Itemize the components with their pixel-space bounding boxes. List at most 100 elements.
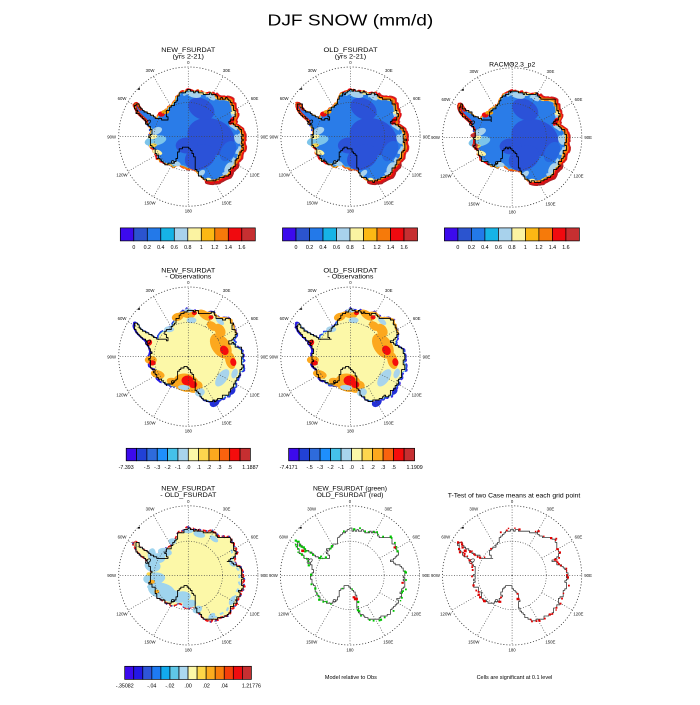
svg-text:0.4: 0.4 <box>157 245 164 251</box>
svg-text:.3: .3 <box>381 465 385 471</box>
svg-text:0.6: 0.6 <box>495 245 502 251</box>
svg-text:150W: 150W <box>306 639 318 644</box>
svg-text:30W: 30W <box>307 507 317 512</box>
svg-text:RACMO2.3_p2: RACMO2.3_p2 <box>489 62 535 69</box>
svg-text:90W: 90W <box>107 354 117 359</box>
svg-text:-7.4171: -7.4171 <box>280 465 298 471</box>
svg-text:90E: 90E <box>584 573 592 578</box>
svg-text:120E: 120E <box>411 611 421 616</box>
svg-text:60E: 60E <box>251 316 259 321</box>
svg-text:1.6: 1.6 <box>400 245 407 251</box>
svg-text:30E: 30E <box>384 507 392 512</box>
svg-text:90E: 90E <box>584 135 592 140</box>
svg-text:- Observations: - Observations <box>165 274 212 281</box>
svg-text:-.2: -.2 <box>328 465 334 471</box>
svg-text:60W: 60W <box>118 535 128 540</box>
svg-text:0: 0 <box>511 499 514 504</box>
svg-text:.5: .5 <box>227 465 231 471</box>
svg-text:0: 0 <box>349 60 352 65</box>
svg-text:.2: .2 <box>207 465 211 471</box>
svg-text:120W: 120W <box>279 173 291 178</box>
svg-text:150W: 150W <box>144 421 156 426</box>
svg-text:-.5: -.5 <box>144 465 150 471</box>
svg-text:30E: 30E <box>223 288 231 293</box>
svg-text:1.4: 1.4 <box>387 245 394 251</box>
svg-text:30E: 30E <box>385 68 393 73</box>
svg-text:(yrs 2-21): (yrs 2-21) <box>335 53 366 60</box>
svg-text:-.3: -.3 <box>317 465 323 471</box>
svg-text:90W: 90W <box>269 354 279 359</box>
svg-text:0.2: 0.2 <box>144 245 151 251</box>
svg-text:OLD_FSURDAT: OLD_FSURDAT <box>324 47 378 54</box>
svg-text:180: 180 <box>185 429 193 434</box>
svg-text:-.35082: -.35082 <box>116 684 134 690</box>
svg-text:(yrs 2-21): (yrs 2-21) <box>173 53 204 60</box>
svg-text:180: 180 <box>347 429 355 434</box>
svg-text:Model relative to Obs: Model relative to Obs <box>325 675 377 681</box>
svg-text:30W: 30W <box>146 288 156 293</box>
svg-text:180: 180 <box>185 647 193 652</box>
svg-text:60W: 60W <box>280 316 290 321</box>
svg-text:60W: 60W <box>280 96 290 101</box>
svg-text:0.6: 0.6 <box>333 245 340 251</box>
svg-text:90E: 90E <box>423 134 431 139</box>
svg-text:0.2: 0.2 <box>468 245 475 251</box>
svg-text:90E: 90E <box>261 134 269 139</box>
svg-text:90W: 90W <box>431 135 441 140</box>
svg-text:0: 0 <box>349 280 352 285</box>
svg-text:-.5: -.5 <box>307 465 313 471</box>
svg-text:-.04: -.04 <box>147 684 156 690</box>
svg-text:0.4: 0.4 <box>481 245 488 251</box>
svg-text:60E: 60E <box>575 535 583 540</box>
svg-text:30E: 30E <box>547 507 555 512</box>
svg-text:.5: .5 <box>391 465 395 471</box>
svg-text:60E: 60E <box>413 316 421 321</box>
svg-text:120E: 120E <box>573 173 583 178</box>
svg-text:90E: 90E <box>261 354 269 359</box>
svg-text:.1: .1 <box>196 465 200 471</box>
svg-text:.0: .0 <box>349 465 353 471</box>
svg-text:1: 1 <box>200 245 203 251</box>
svg-text:30W: 30W <box>469 69 479 74</box>
svg-text:30W: 30W <box>146 507 156 512</box>
svg-text:60W: 60W <box>118 96 128 101</box>
svg-text:1.4: 1.4 <box>549 245 556 251</box>
svg-text:0.8: 0.8 <box>184 245 191 251</box>
svg-text:120E: 120E <box>250 611 260 616</box>
svg-text:90W: 90W <box>107 134 117 139</box>
svg-text:- OLD_FSURDAT: - OLD_FSURDAT <box>160 492 216 499</box>
svg-text:0.8: 0.8 <box>346 245 353 251</box>
svg-text:90W: 90W <box>269 134 279 139</box>
svg-text:180: 180 <box>185 209 193 214</box>
svg-text:150E: 150E <box>222 639 232 644</box>
svg-text:30E: 30E <box>223 68 231 73</box>
svg-text:120W: 120W <box>116 611 128 616</box>
svg-text:-.3: -.3 <box>154 465 160 471</box>
svg-text:.1: .1 <box>360 465 364 471</box>
svg-text:90E: 90E <box>261 573 269 578</box>
svg-text:1.1909: 1.1909 <box>406 465 422 471</box>
svg-text:0.2: 0.2 <box>306 245 313 251</box>
svg-text:120W: 120W <box>116 173 128 178</box>
svg-text:60W: 60W <box>279 535 289 540</box>
svg-text:150E: 150E <box>545 201 555 206</box>
svg-text:1.2: 1.2 <box>373 245 380 251</box>
svg-text:-7.393: -7.393 <box>119 465 134 471</box>
svg-text:1.21776: 1.21776 <box>242 684 261 690</box>
svg-text:90E: 90E <box>422 573 430 578</box>
svg-text:150W: 150W <box>468 639 480 644</box>
svg-text:-.02: -.02 <box>165 684 174 690</box>
svg-text:120E: 120E <box>412 393 422 398</box>
svg-text:30W: 30W <box>146 68 156 73</box>
svg-text:NEW_FSURDAT (green): NEW_FSURDAT (green) <box>313 486 387 493</box>
svg-text:120E: 120E <box>250 393 260 398</box>
svg-text:30E: 30E <box>223 507 231 512</box>
svg-text:60E: 60E <box>413 96 421 101</box>
svg-text:150W: 150W <box>468 201 480 206</box>
svg-text:1: 1 <box>524 245 527 251</box>
svg-text:1: 1 <box>362 245 365 251</box>
svg-text:1.6: 1.6 <box>238 245 245 251</box>
svg-text:0: 0 <box>187 499 190 504</box>
svg-text:30E: 30E <box>385 288 393 293</box>
svg-text:150W: 150W <box>144 201 156 206</box>
